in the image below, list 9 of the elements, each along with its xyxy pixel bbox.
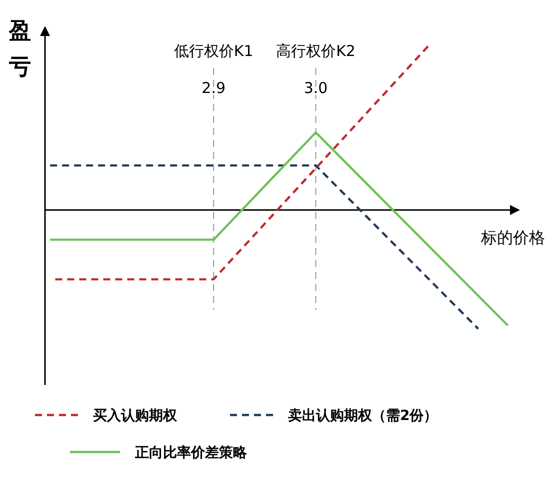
ref-line-label: 高行权价K2 — [276, 42, 356, 60]
x-tick-label: 3.0 — [304, 79, 328, 97]
x-tick-label: 2.9 — [202, 79, 226, 97]
legend-label: 卖出认购期权（需2份） — [288, 408, 438, 424]
x-axis-title: 标的价格 — [480, 228, 545, 247]
y-axis-title: 盈亏 — [8, 19, 31, 80]
ref-line-label: 低行权价K1 — [174, 42, 254, 60]
legend-label: 正向比率价差策略 — [134, 444, 248, 461]
legend-label: 买入认购期权 — [93, 408, 178, 424]
